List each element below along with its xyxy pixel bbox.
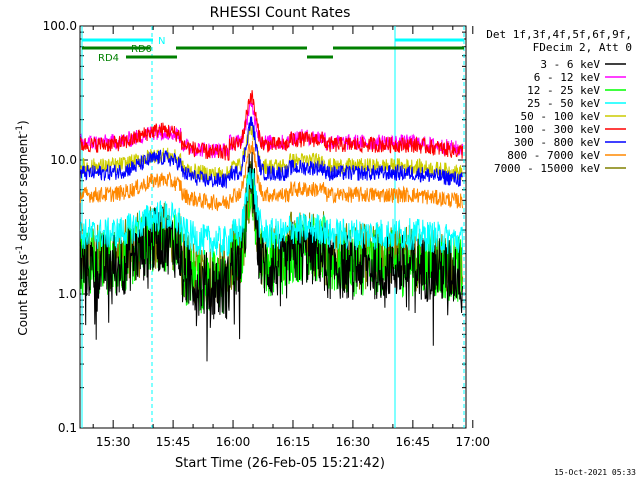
timestamp: 15-Oct-2021 05:33 [554, 468, 636, 477]
series-line-50-100kev [79, 123, 463, 182]
legend-label: 25 - 50 keV [527, 97, 600, 110]
series-line-25-50kev [79, 168, 464, 258]
legend-header-line-2: FDecim 2, Att 0 [533, 41, 632, 54]
legend-label: 300 - 800 keV [514, 136, 600, 149]
flag-label-n: N [158, 36, 165, 47]
x-tick-label: 15:45 [156, 435, 191, 449]
x-tick-label: 16:15 [276, 435, 311, 449]
legend-label: 50 - 100 keV [521, 110, 601, 123]
series-line-800-7000kev [79, 140, 464, 212]
y-axis-label: Count Rate (s-1 detector segment-1) [15, 120, 30, 335]
y-tick-label: 100.0 [43, 19, 77, 33]
series-traces [79, 90, 464, 362]
legend-label: 7000 - 15000 keV [494, 162, 600, 175]
legend-label: 100 - 300 keV [514, 123, 600, 136]
x-tick-label: 16:30 [336, 435, 371, 449]
x-tick-label: 16:00 [216, 435, 251, 449]
x-tick-label: 15:30 [96, 435, 131, 449]
x-tick-label: 17:00 [455, 435, 490, 449]
series-line-100-300kev [79, 90, 464, 161]
x-ticks: 15:30 15:45 16:00 16:15 16:30 16:45 17:00 [92, 26, 490, 449]
y-tick-label: 10.0 [50, 153, 77, 167]
flag-label-rd4: RD4 [98, 53, 119, 64]
y-tick-label: 0.1 [58, 421, 77, 435]
legend-label: 800 - 7000 keV [507, 149, 600, 162]
x-tick-label: 16:45 [396, 435, 431, 449]
legend-header-line-1: Det 1f,3f,4f,5f,6f,9f, [486, 28, 632, 41]
x-axis-label: Start Time (26-Feb-05 15:21:42) [175, 456, 385, 471]
legend: Det 1f,3f,4f,5f,6f,9f, FDecim 2, Att 0 3… [486, 28, 632, 175]
legend-label: 12 - 25 keV [527, 84, 600, 97]
series-line-300-800kev [79, 116, 463, 189]
legend-label: 6 - 12 keV [534, 71, 601, 84]
status-flags: N RD0 RD4 [82, 36, 464, 64]
legend-label: 3 - 6 keV [540, 58, 600, 71]
chart-title: RHESSI Count Rates [210, 5, 351, 21]
y-tick-label: 1.0 [58, 287, 77, 301]
series-line-3-6kev [79, 150, 464, 362]
